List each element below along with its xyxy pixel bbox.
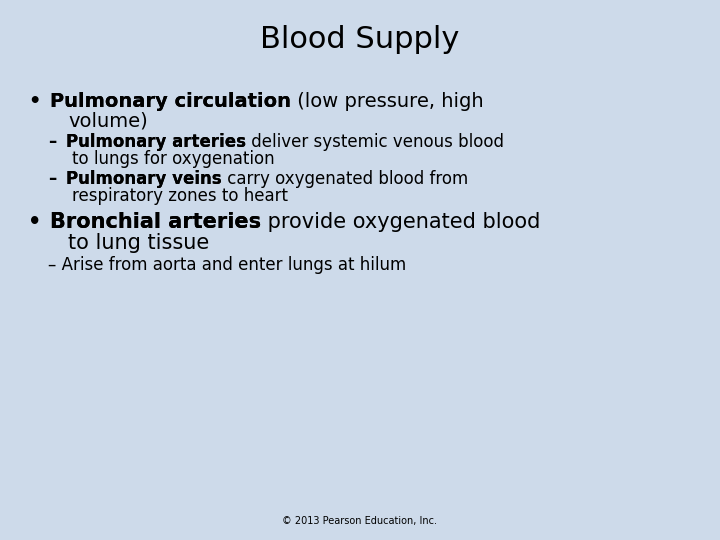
Text: Pulmonary circulation: Pulmonary circulation: [50, 92, 291, 111]
Text: provide oxygenated blood: provide oxygenated blood: [261, 212, 541, 232]
Text: –: –: [48, 170, 56, 188]
Text: respiratory zones to heart: respiratory zones to heart: [72, 187, 288, 205]
Text: –: –: [48, 133, 56, 151]
Text: to lung tissue: to lung tissue: [68, 233, 210, 253]
Text: deliver systemic venous blood: deliver systemic venous blood: [246, 133, 504, 151]
Text: Bronchial arteries: Bronchial arteries: [50, 212, 261, 232]
Text: •: •: [28, 212, 41, 232]
Text: Blood Supply: Blood Supply: [261, 25, 459, 54]
Text: © 2013 Pearson Education, Inc.: © 2013 Pearson Education, Inc.: [282, 516, 438, 526]
Text: volume): volume): [68, 112, 148, 131]
Text: Bronchial arteries: Bronchial arteries: [50, 212, 261, 232]
Text: carry oxygenated blood from: carry oxygenated blood from: [222, 170, 468, 188]
Text: Pulmonary veins: Pulmonary veins: [66, 170, 222, 188]
Text: Pulmonary circulation: Pulmonary circulation: [50, 92, 291, 111]
Text: •: •: [28, 92, 40, 111]
Text: – Arise from aorta and enter lungs at hilum: – Arise from aorta and enter lungs at hi…: [48, 256, 406, 274]
Text: Pulmonary veins: Pulmonary veins: [66, 170, 222, 188]
Text: Pulmonary arteries: Pulmonary arteries: [66, 133, 246, 151]
Text: to lungs for oxygenation: to lungs for oxygenation: [72, 150, 274, 168]
Text: (low pressure, high: (low pressure, high: [291, 92, 484, 111]
Text: Pulmonary arteries: Pulmonary arteries: [66, 133, 246, 151]
